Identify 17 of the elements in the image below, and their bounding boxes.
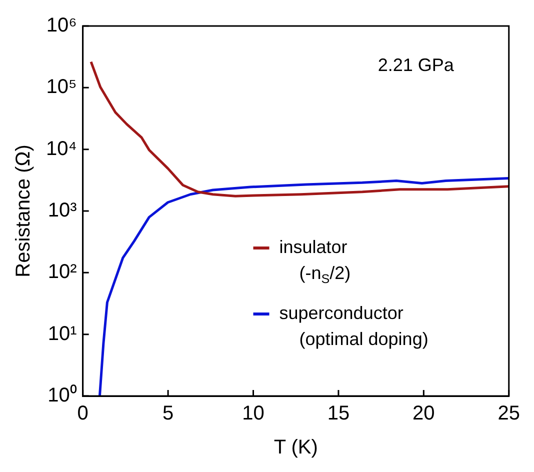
x-tick-label: 10 [242, 402, 264, 425]
x-tick-label: 5 [162, 402, 174, 425]
x-tick-label: 0 [77, 402, 88, 425]
x-tick-label: 25 [498, 402, 520, 425]
x-tick-label: 20 [412, 402, 435, 425]
x-axis-title: T (K) [274, 436, 318, 459]
y-tick-label: 10⁵ [46, 76, 77, 98]
y-tick-label: 10² [48, 261, 78, 284]
legend-label: superconductor (optimal doping) [279, 302, 428, 349]
y-tick-label: 10⁰ [48, 384, 77, 407]
y-axis-title: Resistance (Ω) [12, 144, 35, 278]
y-tick-label: 10³ [48, 200, 78, 222]
y-tick-label: 10¹ [48, 322, 78, 345]
y-tick-label: 10⁴ [46, 138, 77, 160]
annotation: 2.21 GPa [378, 54, 455, 75]
x-tick-label: 15 [327, 402, 350, 425]
y-tick-label: 10⁶ [46, 14, 77, 37]
